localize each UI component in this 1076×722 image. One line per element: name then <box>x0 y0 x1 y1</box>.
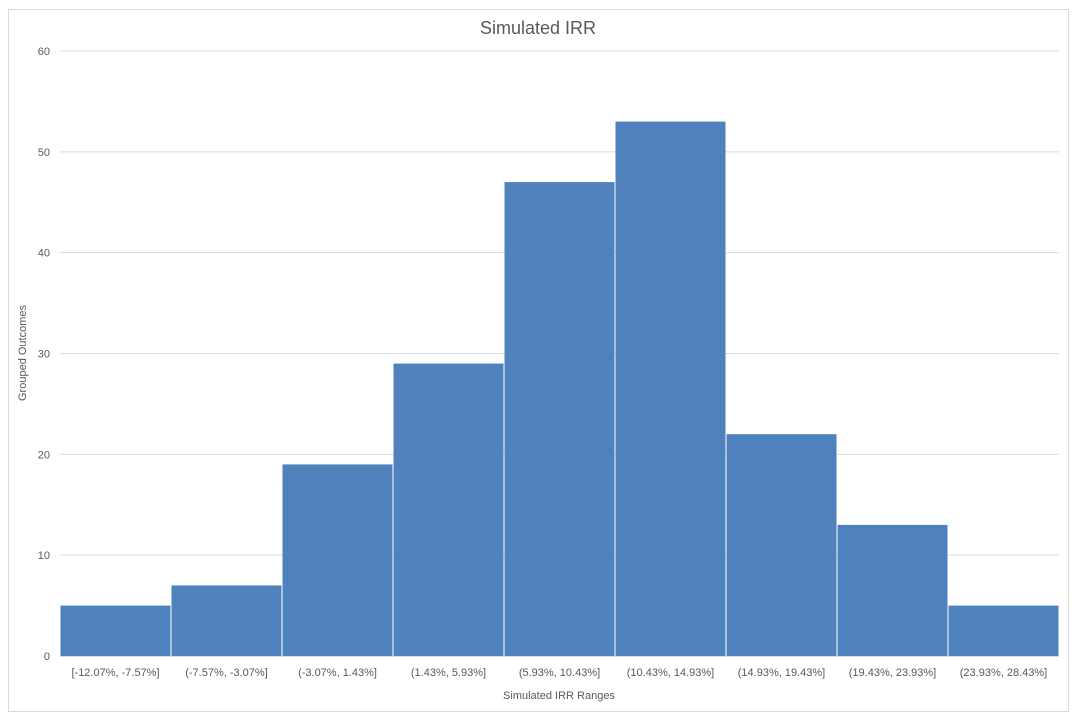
bar <box>504 182 615 657</box>
bar <box>171 585 282 656</box>
x-tick-label: (19.43%, 23.93%] <box>849 667 936 679</box>
bar <box>282 464 393 656</box>
x-tick-label: (1.43%, 5.93%] <box>411 667 486 679</box>
y-tick-label: 30 <box>38 349 50 361</box>
x-tick-label: (5.93%, 10.43%] <box>519 667 600 679</box>
chart-title: Simulated IRR <box>480 18 596 38</box>
y-tick-label: 50 <box>38 147 50 159</box>
y-tick-label: 40 <box>38 248 50 260</box>
x-axis-title: Simulated IRR Ranges <box>503 690 615 702</box>
x-tick-label: (23.93%, 28.43%] <box>960 667 1047 679</box>
bar <box>60 605 171 656</box>
y-axis-title: Grouped Outcomes <box>17 305 29 401</box>
bar <box>393 363 504 656</box>
y-tick-label: 60 <box>38 46 50 58</box>
y-tick-label: 0 <box>44 651 50 663</box>
bar <box>837 524 948 656</box>
x-axis-ticks: [-12.07%, -7.57%] (-7.57%, -3.07%] (-3.07%… <box>71 667 1047 679</box>
x-tick-label: (-3.07%, 1.43%] <box>298 667 377 679</box>
x-tick-label: (-7.57%, -3.07%] <box>185 667 268 679</box>
y-tick-label: 20 <box>38 449 50 461</box>
x-tick-label: (10.43%, 14.93%] <box>627 667 714 679</box>
bar <box>615 121 726 657</box>
bar <box>948 605 1059 656</box>
bar <box>726 434 837 656</box>
x-tick-label: [-12.07%, -7.57%] <box>71 667 159 679</box>
bars <box>60 121 1059 657</box>
x-tick-label: (14.93%, 19.43%] <box>738 667 825 679</box>
y-tick-label: 10 <box>38 550 50 562</box>
y-axis-ticks: 0 10 20 30 40 50 60 <box>38 46 50 663</box>
